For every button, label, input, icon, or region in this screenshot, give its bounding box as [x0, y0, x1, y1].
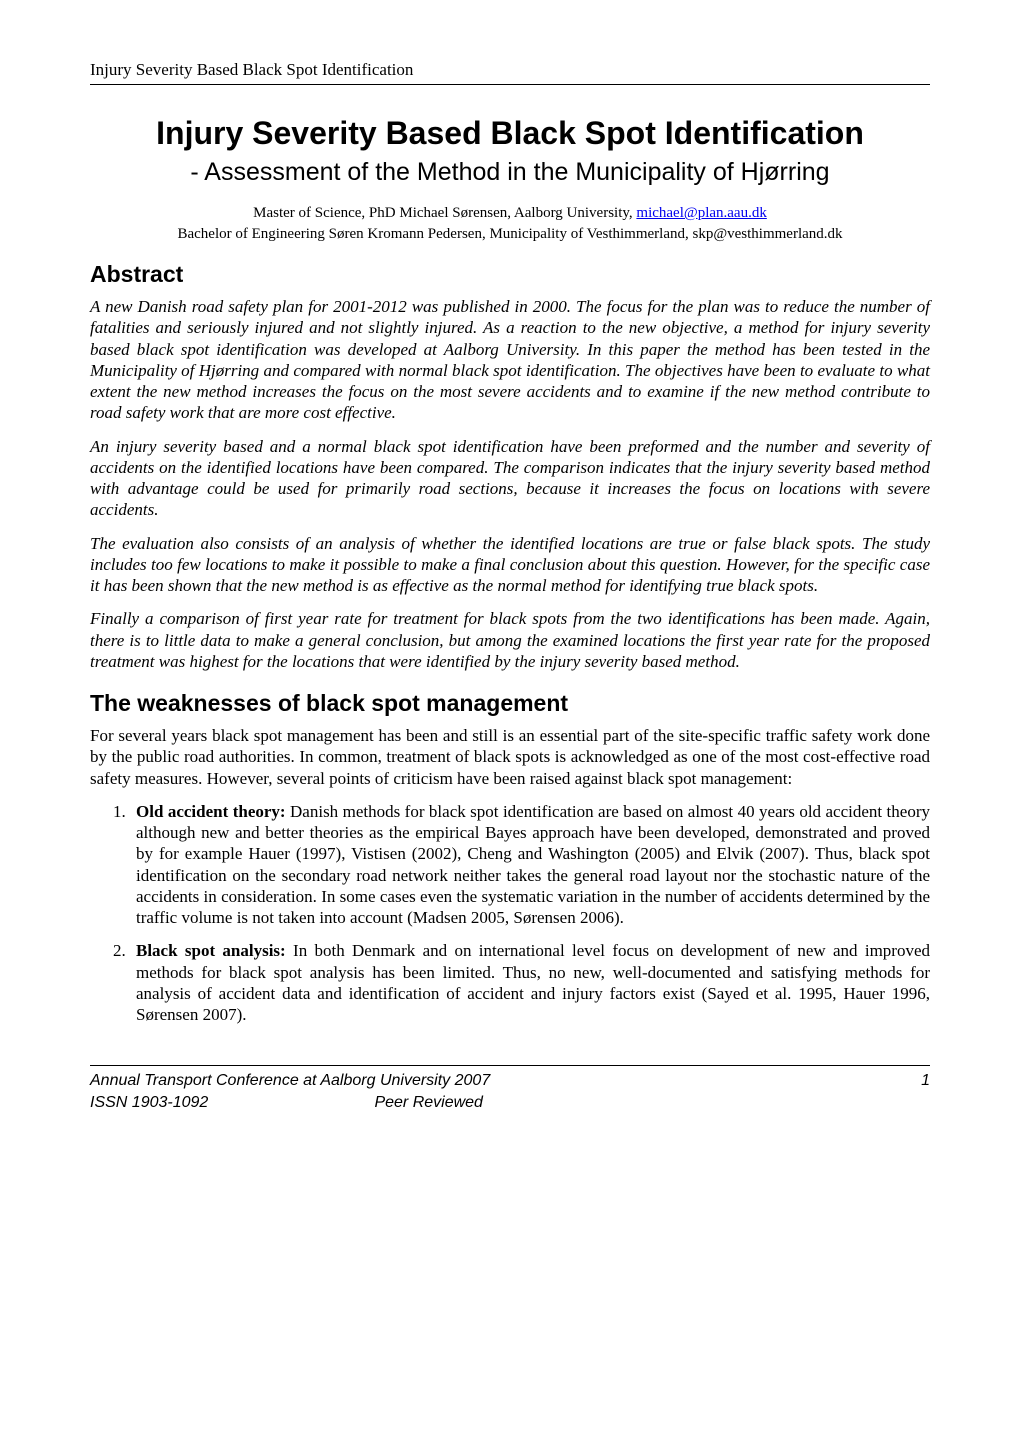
- abstract-para-4: Finally a comparison of first year rate …: [90, 608, 930, 672]
- footer-page-number: 1: [921, 1072, 930, 1090]
- abstract-para-3: The evaluation also consists of an analy…: [90, 533, 930, 597]
- weaknesses-intro: For several years black spot management …: [90, 725, 930, 789]
- page-footer: Annual Transport Conference at Aalborg U…: [90, 1065, 930, 1112]
- author-line-1: Master of Science, PhD Michael Sørensen,…: [90, 205, 930, 222]
- footer-issn: ISSN 1903-1092: [90, 1094, 370, 1112]
- abstract-para-2: An injury severity based and a normal bl…: [90, 436, 930, 521]
- abstract-heading: Abstract: [90, 261, 930, 288]
- list-item-label: Black spot analysis:: [136, 941, 286, 960]
- abstract-para-1: A new Danish road safety plan for 2001-2…: [90, 296, 930, 424]
- footer-review-status: Peer Reviewed: [374, 1094, 483, 1111]
- paper-subtitle: - Assessment of the Method in the Munici…: [90, 158, 930, 187]
- running-header: Injury Severity Based Black Spot Identif…: [90, 60, 930, 85]
- running-title: Injury Severity Based Black Spot Identif…: [90, 60, 413, 79]
- author-1-email-link[interactable]: michael@plan.aau.dk: [636, 205, 766, 221]
- footer-conference: Annual Transport Conference at Aalborg U…: [90, 1072, 490, 1090]
- author-line-2: Bachelor of Engineering Søren Kromann Pe…: [90, 226, 930, 243]
- footer-line-1: Annual Transport Conference at Aalborg U…: [90, 1072, 930, 1090]
- paper-title: Injury Severity Based Black Spot Identif…: [90, 115, 930, 152]
- list-item: Old accident theory: Danish methods for …: [130, 801, 930, 929]
- list-item-label: Old accident theory:: [136, 802, 286, 821]
- author-1-text: Master of Science, PhD Michael Sørensen,…: [253, 205, 636, 221]
- weaknesses-list: Old accident theory: Danish methods for …: [130, 801, 930, 1026]
- author-2-text: Bachelor of Engineering Søren Kromann Pe…: [177, 226, 842, 242]
- list-item: Black spot analysis: In both Denmark and…: [130, 940, 930, 1025]
- weaknesses-heading: The weaknesses of black spot management: [90, 690, 930, 717]
- footer-line-2: ISSN 1903-1092 Peer Reviewed: [90, 1094, 930, 1112]
